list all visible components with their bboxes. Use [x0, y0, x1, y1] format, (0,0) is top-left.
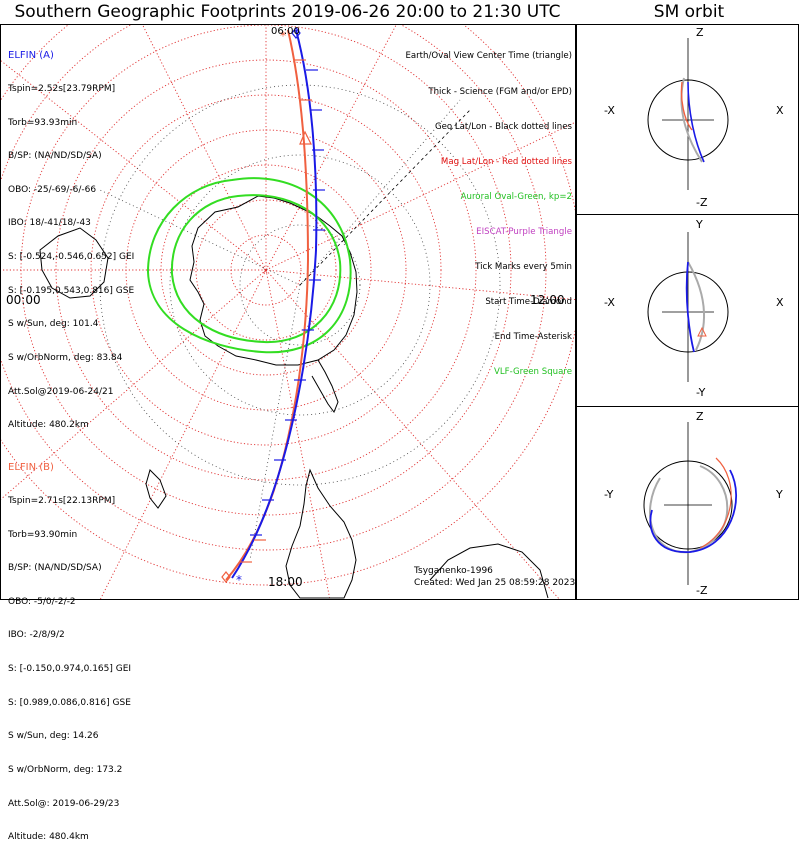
sm-panel-xy [647, 232, 729, 382]
elfin-b-start-asterisk-icon: * [280, 29, 286, 43]
sm2-top-label: Y [696, 218, 703, 231]
elfin-a-ticks [250, 69, 325, 536]
sm-panel-xz-frame [576, 24, 799, 215]
elfin-b-line: S: [-0.150,0.974,0.165] GEI [8, 664, 132, 675]
sm2-right-label: X [776, 296, 784, 309]
elfin-a-end-asterisk-icon: * [236, 573, 242, 587]
elfin-b-line: S w/Sun, deg: 14.26 [8, 731, 99, 742]
elfin-a-line: S: [-0.195,0.543,0.816] GSE [8, 285, 135, 296]
sm3-right-label: Y [776, 488, 783, 501]
elfin-b-line: B/SP: (NA/ND/SD/SA) [8, 563, 102, 574]
mag-grid [1, 25, 575, 599]
elfin-a-line: Tspin=2.52s[23.79RPM] [8, 84, 116, 95]
sm-panel-yz-frame [576, 406, 799, 600]
elfin-a-line: Altitude: 480.2km [8, 420, 89, 431]
elfin-b-info: ELFIN (B) Tspin=2.71s[22.13RPM] Torb=93.… [8, 440, 131, 855]
sm-panel-xz [647, 38, 729, 190]
sm2-bottom-label: -Y [696, 386, 706, 399]
geo-grid [99, 84, 501, 561]
sm-panel-yz [643, 422, 738, 585]
south-america-coastline [285, 468, 357, 599]
elfin-b-track [225, 29, 310, 581]
elfin-b-line: OBO: -5/0/-2/-2 [8, 596, 76, 607]
view-center-triangle-icon [299, 130, 312, 145]
elfin-b-line: Att.Sol@: 2019-06-29/23 [8, 798, 120, 809]
elfin-a-info: ELFIN (A) Tspin=2.52s[23.79RPM] Torb=93.… [8, 28, 134, 443]
africa-coastline [429, 543, 549, 599]
elfin-b-line: Tspin=2.71s[22.13RPM] [8, 496, 116, 507]
sm3-bottom-label: -Z [696, 584, 708, 597]
legend-item: End Time-Asterisk [494, 332, 572, 343]
elfin-b-ticks [240, 59, 312, 563]
elfin-a-line: S: [-0.524,-0.546,0.652] GEI [8, 252, 135, 263]
legend-item: EISCAT-Purple Triangle [476, 226, 572, 237]
elfin-a-line: OBO: -25/-69/-6/-66 [8, 184, 97, 195]
legend: Earth/Oval View Center Time (triangle) T… [405, 28, 572, 391]
auroral-oval-inner [170, 194, 342, 344]
elfin-b-name: ELFIN (B) [8, 462, 54, 474]
sm1-left-label: -X [604, 104, 615, 117]
mag-pole-marker-icon: x [263, 266, 268, 275]
polar-map: * * x [1, 25, 575, 599]
elfin-a-line: Torb=93.93min [8, 117, 78, 128]
elfin-b-line: IBO: -2/8/9/2 [8, 630, 65, 641]
map-label-top: 06:00 [271, 26, 300, 37]
elfin-b-line: Torb=93.90min [8, 529, 78, 540]
legend-item: Mag Lat/Lon - Red dotted lines [440, 156, 572, 167]
antarctica-coastline [189, 195, 358, 366]
map-label-left: 00:00 [6, 293, 41, 307]
elfin-a-line: B/SP: (NA/ND/SD/SA) [8, 151, 102, 162]
elfin-a-line: IBO: 18/-41/18/-43 [8, 218, 91, 229]
sm3-top-label: Z [696, 410, 704, 423]
footer-created: Created: Wed Jan 25 08:59:28 2023 [414, 578, 576, 588]
australia-coastline [39, 227, 109, 299]
sm-orbit-title: SM orbit [653, 2, 725, 22]
elfin-a-start-diamond-icon [291, 27, 301, 39]
auroral-oval-outer [146, 177, 352, 354]
legend-item: VLF-Green Square [493, 367, 572, 378]
plot-canvas: * * x [0, 24, 799, 600]
legend-item: Auroral Oval-Green, kp=2 [460, 191, 572, 202]
new-zealand-coastline [145, 469, 167, 509]
elfin-a-line: S w/OrbNorm, deg: 83.84 [8, 352, 123, 363]
elfin-b-line: Altitude: 480.4km [8, 832, 89, 843]
legend-item: Earth/Oval View Center Time (triangle) [405, 51, 572, 62]
legend-item: Geo Lat/Lon - Black dotted lines [434, 121, 572, 132]
elfin-a-name: ELFIN (A) [8, 50, 54, 62]
view-direction-line [299, 109, 471, 286]
sm2-left-label: -X [604, 296, 615, 309]
elfin-b-end-diamond-icon [221, 571, 231, 583]
elfin-b-line: S: [0.989,0.086,0.816] GSE [8, 697, 131, 708]
elfin-a-track [231, 29, 318, 579]
legend-item: Tick Marks every 5min [475, 262, 572, 273]
map-label-right: 12:00 [530, 293, 565, 307]
sm1-bottom-label: -Z [696, 196, 708, 209]
elfin-b-line: S w/OrbNorm, deg: 173.2 [8, 764, 123, 775]
antarctic-peninsula [311, 359, 339, 414]
legend-item: Start Time-Diamond [485, 297, 572, 308]
sm1-right-label: X [776, 104, 784, 117]
sm1-top-label: Z [696, 26, 704, 39]
legend-item: Thick - Science (FGM and/or EPD) [428, 86, 572, 97]
page-title: Southern Geographic Footprints 2019-06-2… [14, 2, 561, 22]
elfin-a-line: S w/Sun, deg: 101.4 [8, 319, 99, 330]
elfin-a-line: Att.Sol@2019-06-24/21 [8, 386, 114, 397]
footer-author: Tsyganenko-1996 [414, 566, 493, 576]
sm3-left-label: -Y [604, 488, 614, 501]
map-label-bottom: 18:00 [268, 575, 303, 589]
